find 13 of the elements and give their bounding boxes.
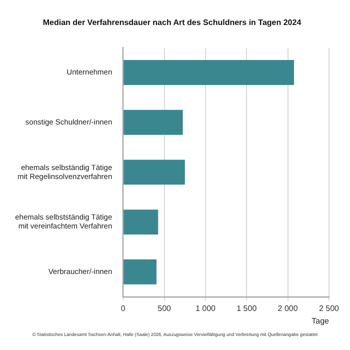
x-tick-label: 500 [158,304,172,313]
x-tick-label: 1 000 [195,304,216,313]
x-tick-label: 1 500 [236,304,258,313]
bar [124,60,294,85]
bar [124,160,185,185]
bar [124,259,156,284]
x-tick-label: 2 000 [278,304,298,313]
bar [124,210,158,234]
x-tick-label: 0 [120,304,126,313]
chart-title: Median der Verfahrensdauer nach Art des Schuldners in Tagen 2024 [42,18,302,28]
bar [124,110,183,135]
x-tick-label: 2 500 [318,304,340,313]
x-axis-title: Tage [312,316,330,326]
